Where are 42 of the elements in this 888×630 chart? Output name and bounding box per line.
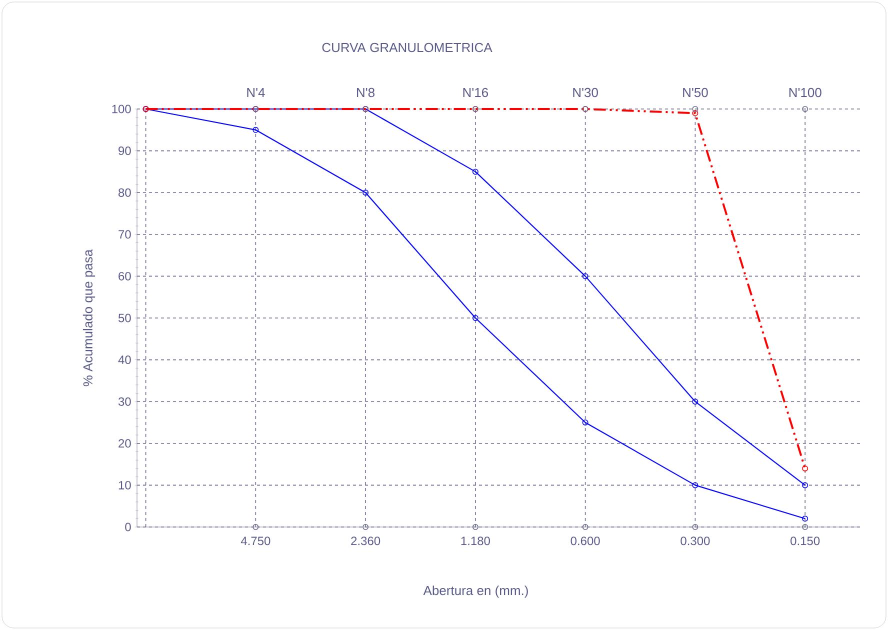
point bbox=[582, 273, 588, 280]
point bbox=[802, 465, 808, 472]
point bbox=[472, 168, 478, 175]
x-tick-label: 2.360 bbox=[351, 536, 380, 546]
y-tick-label: 0 bbox=[125, 522, 131, 532]
point bbox=[692, 482, 698, 488]
point bbox=[472, 524, 478, 530]
text: N'8 bbox=[357, 88, 374, 98]
point bbox=[362, 524, 369, 530]
y-tick-label: 70 bbox=[118, 230, 131, 239]
y-tick-label: 30 bbox=[118, 397, 131, 406]
text: N'100 bbox=[789, 88, 822, 98]
text: N'4 bbox=[247, 88, 265, 97]
y-tick-label: 60 bbox=[118, 272, 131, 280]
y-tick-label: 10 bbox=[118, 480, 131, 490]
point bbox=[692, 398, 698, 405]
x-tick-label: 4.750 bbox=[240, 536, 270, 546]
point bbox=[802, 524, 808, 530]
point bbox=[692, 524, 698, 530]
y-tick-label: 90 bbox=[118, 146, 131, 156]
y-tick-label: 50 bbox=[118, 314, 131, 322]
point bbox=[362, 190, 369, 196]
chart-title: CURVA GRANULOMETRICA bbox=[322, 42, 492, 52]
x-tick-label: 0.300 bbox=[680, 536, 710, 546]
x-tick-label: 1.180 bbox=[461, 536, 490, 546]
text: N'16 bbox=[463, 88, 488, 98]
y-axis-title: % Acumulado que pasa bbox=[82, 249, 96, 386]
point bbox=[252, 524, 259, 530]
point bbox=[582, 524, 588, 530]
x-tick-label: 0.150 bbox=[790, 536, 820, 546]
y-tick-label: 20 bbox=[118, 439, 131, 448]
x-tick-label: 0.600 bbox=[570, 536, 600, 546]
point bbox=[582, 420, 588, 426]
y-tick-label: 80 bbox=[118, 188, 131, 197]
point bbox=[692, 110, 698, 116]
text: N'30 bbox=[573, 88, 598, 98]
point bbox=[472, 315, 478, 321]
x-axis-title: Abertura en (mm.) bbox=[423, 586, 528, 598]
point bbox=[252, 126, 259, 133]
text: N'50 bbox=[683, 88, 708, 98]
y-tick-label: 100 bbox=[112, 104, 131, 114]
y-tick-label: 40 bbox=[118, 356, 131, 364]
